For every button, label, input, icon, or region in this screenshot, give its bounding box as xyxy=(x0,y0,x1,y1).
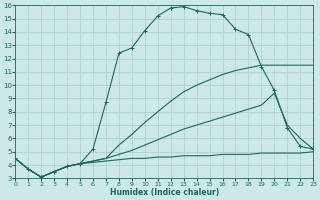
X-axis label: Humidex (Indice chaleur): Humidex (Indice chaleur) xyxy=(110,188,219,197)
